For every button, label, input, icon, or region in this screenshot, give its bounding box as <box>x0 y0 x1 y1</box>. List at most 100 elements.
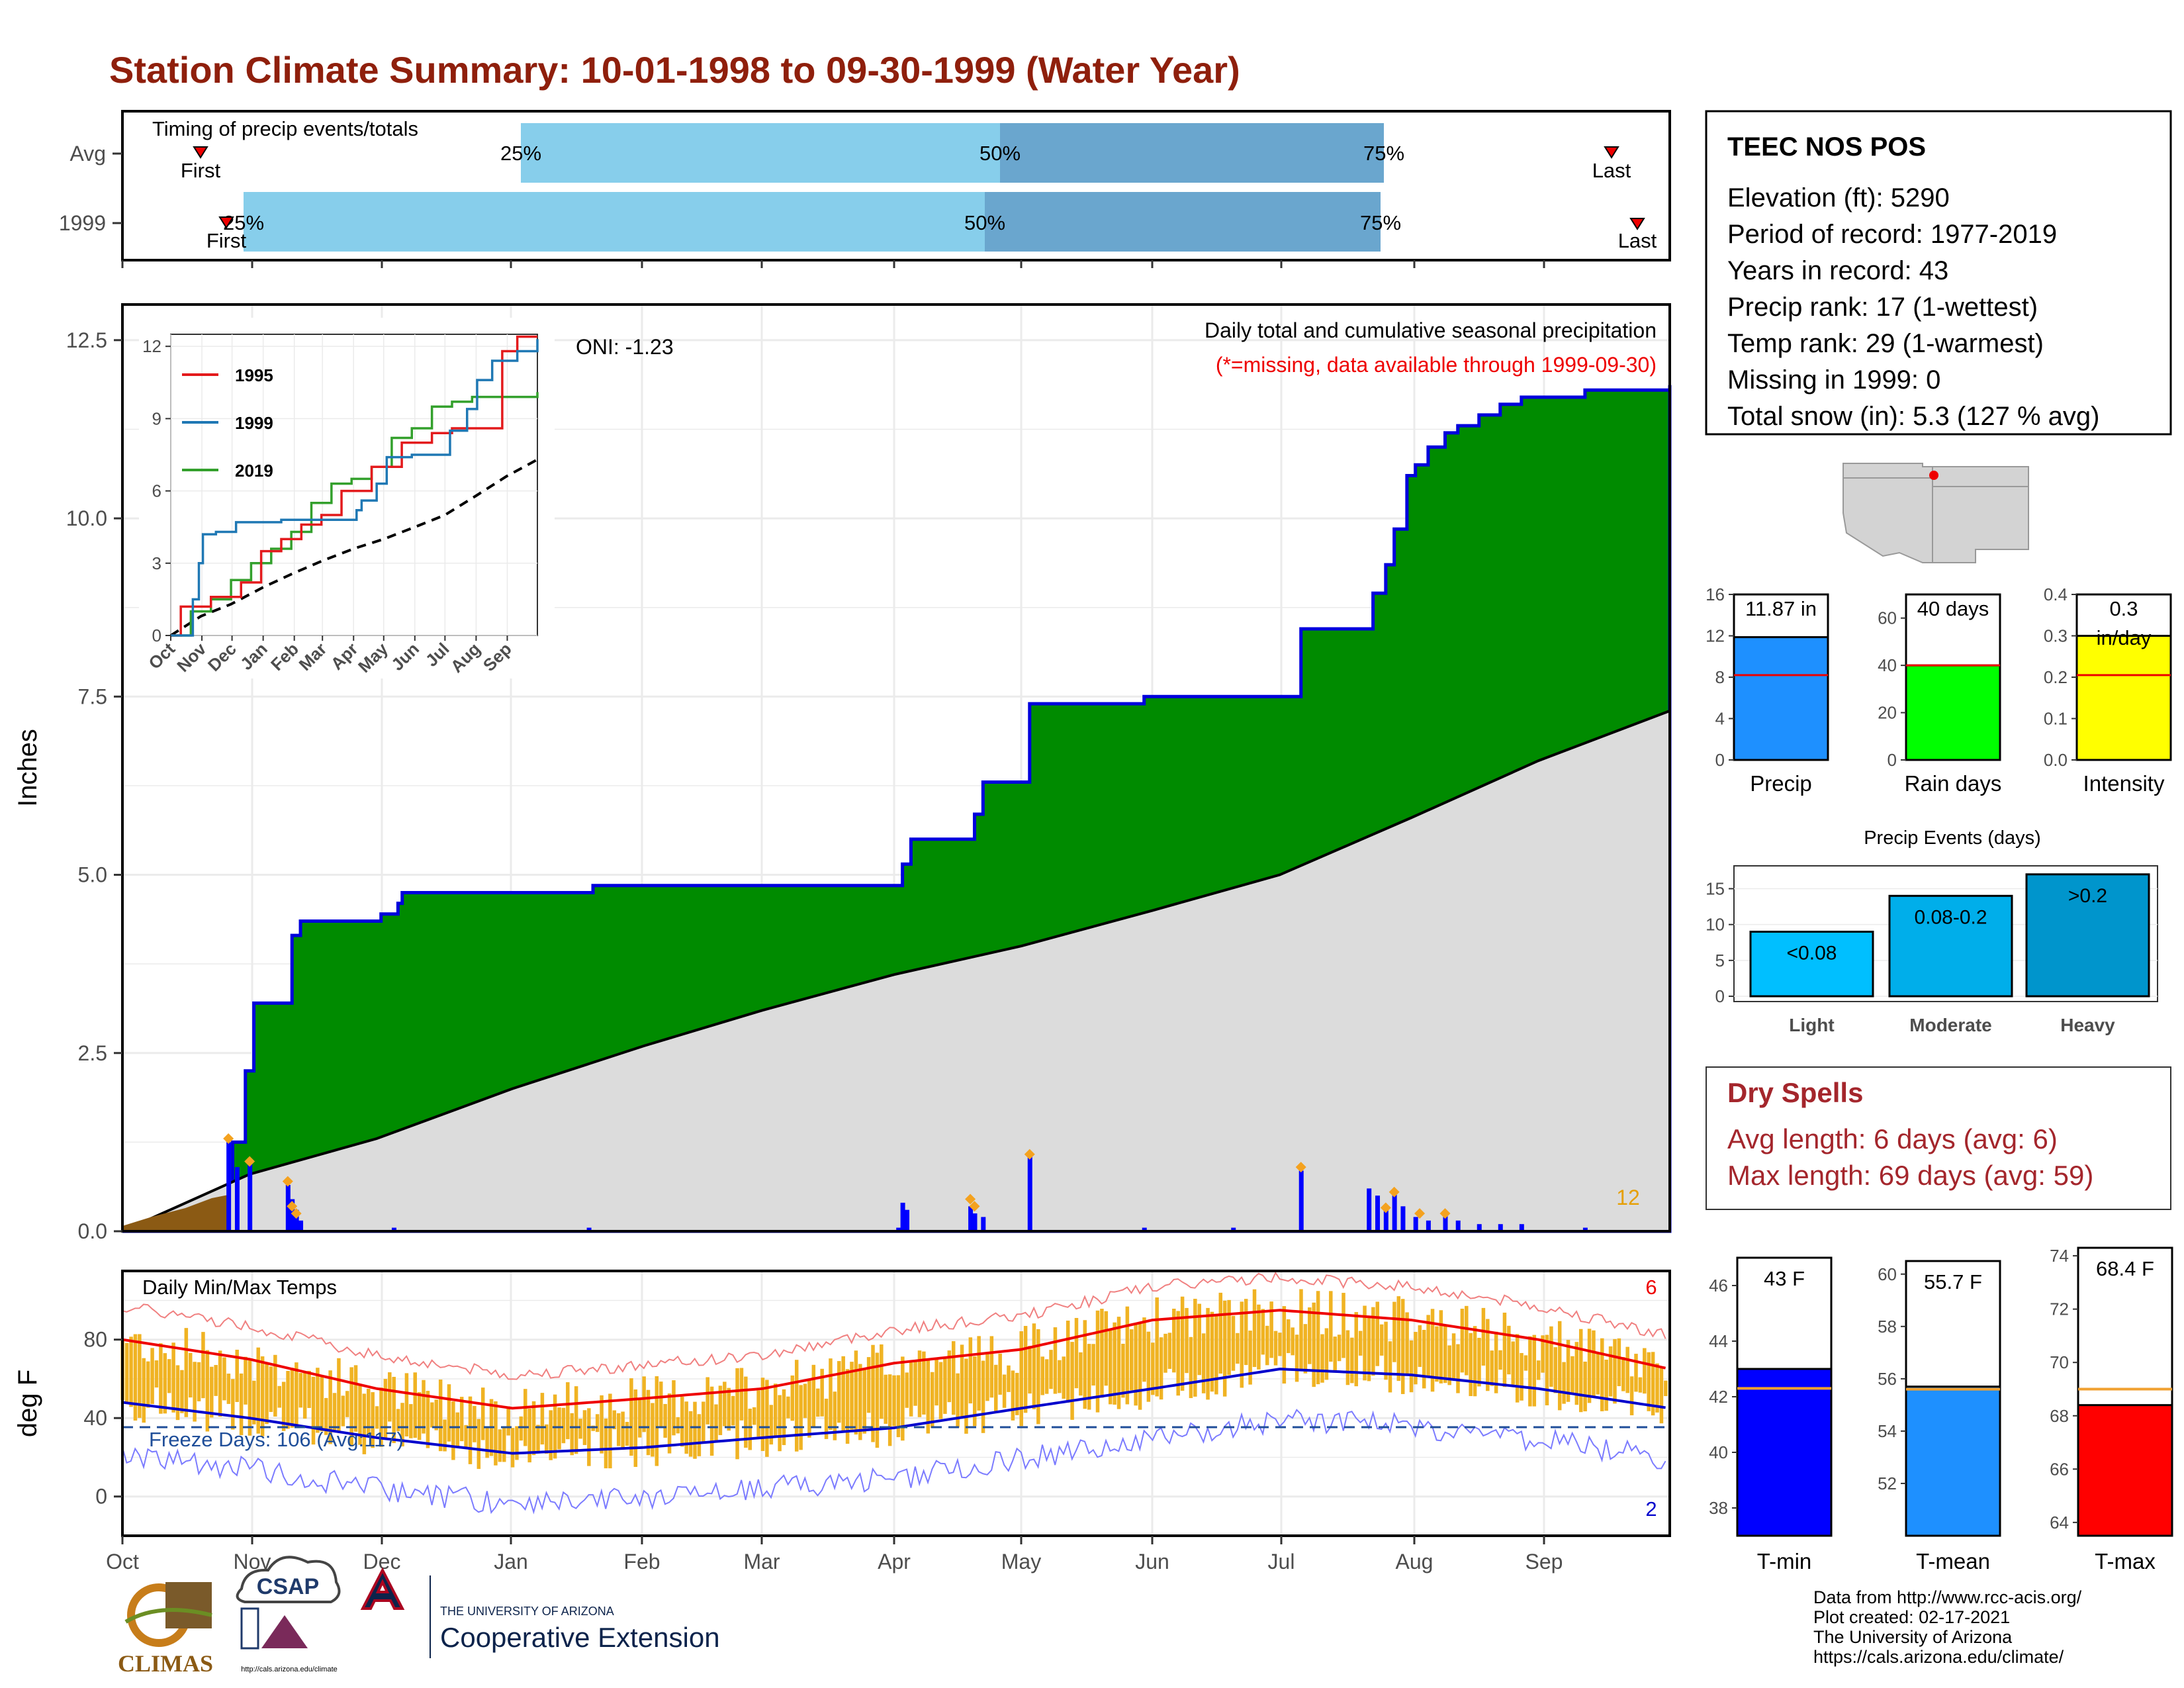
events-title: Precip Events (days) <box>1864 827 2041 849</box>
daily-temp-range-bar <box>455 1412 460 1446</box>
stat-bar-tick: 16 <box>1706 585 1725 604</box>
daily-temp-range-bar <box>1490 1350 1494 1386</box>
daily-temp-range-bar <box>175 1365 180 1421</box>
daily-temp-range-bar <box>1477 1337 1481 1387</box>
daily-temp-range-bar <box>1617 1338 1621 1387</box>
stat-bar-intensity: 0.0 0.1 0.2 0.3 0.4 0.3 in/day Intensity <box>2044 585 2172 796</box>
daily-temp-range-bar <box>854 1350 858 1435</box>
daily-temp-range-bar <box>1049 1350 1053 1389</box>
daily-temp-range-bar <box>1151 1342 1155 1395</box>
daily-temp-range-bar <box>1159 1337 1163 1400</box>
daily-temp-range-bar <box>1291 1327 1295 1356</box>
daily-temp-range-bar <box>1583 1361 1587 1412</box>
daily-temp-range-bar <box>807 1379 811 1438</box>
daily-temp-range-bar <box>1532 1335 1537 1407</box>
daily-temp-range-bar <box>1316 1291 1320 1385</box>
daily-temp-range-bar <box>1600 1338 1604 1411</box>
daily-precip-bar <box>1367 1188 1372 1231</box>
daily-precip-bar <box>1231 1227 1236 1231</box>
daily-precip-bar <box>290 1199 295 1231</box>
freeze-days-label: Freeze Days: 106 (Avg:117) <box>149 1428 404 1451</box>
daily-temp-range-bar <box>960 1344 964 1418</box>
temp-ytick: 80 <box>83 1328 107 1352</box>
daily-temp-range-bar <box>133 1334 138 1421</box>
footer-line-2: Plot created: 02-17-2021 <box>1813 1607 2010 1627</box>
daily-temp-range-bar <box>1079 1352 1083 1396</box>
daily-temp-range-bar <box>604 1418 608 1469</box>
temp-bar-value: 55.7 F <box>1924 1270 1982 1293</box>
month-label-apr: Apr <box>878 1550 911 1573</box>
daily-temp-range-bar <box>866 1357 871 1413</box>
daily-temp-range-bar <box>367 1388 371 1434</box>
temp-bar-tick: 40 <box>1709 1442 1728 1462</box>
avg-cumulative-precip-area <box>122 708 1671 1233</box>
daily-temp-range-bar <box>468 1396 473 1464</box>
daily-precip-bar <box>972 1213 978 1231</box>
daily-precip-bar <box>294 1209 299 1231</box>
last-year-marker <box>1629 218 1645 230</box>
daily-temp-range-bar <box>1608 1346 1613 1397</box>
daily-precip-bar <box>905 1209 910 1231</box>
first-avg-marker <box>193 146 208 159</box>
precip-events-chart: Precip Events (days) 0 5 10 15 <0.08 Light 0.0… <box>1706 827 2158 1035</box>
daily-temp-range-bar <box>477 1419 481 1470</box>
daily-temp-range-bar <box>1647 1352 1651 1411</box>
first-year-label: First <box>206 229 247 252</box>
footer-line-3: The University of Arizona <box>1813 1627 2013 1647</box>
temp-bar-tick: 70 <box>2050 1352 2069 1372</box>
daily-temp-range-bar <box>341 1395 345 1427</box>
daily-temp-range-bar <box>307 1370 311 1409</box>
daily-temp-range-bar <box>595 1414 600 1432</box>
daily-temp-range-bar <box>1236 1333 1240 1364</box>
stat-bar-value: 40 days <box>1917 597 1989 620</box>
daily-temp-range-bar <box>833 1391 837 1440</box>
daily-temp-range-bar <box>1282 1306 1287 1384</box>
daily-temp-range-bar <box>1409 1340 1414 1393</box>
daily-temp-range-bar <box>1193 1299 1197 1397</box>
daily-temp-range-bar <box>142 1358 146 1423</box>
snow-marker <box>223 1133 234 1144</box>
precip-ytick: 7.5 <box>78 684 107 708</box>
month-label-feb: Feb <box>623 1550 660 1573</box>
precip-count: 12 <box>1616 1186 1640 1209</box>
timing-avg-25-label: 25% <box>500 142 541 165</box>
daily-temp-range-bar <box>1176 1311 1180 1396</box>
daily-temp-range-bar <box>1498 1350 1502 1370</box>
daily-temp-range-bar <box>1116 1317 1121 1409</box>
daily-temp-range-bar <box>608 1393 612 1469</box>
daily-temp-range-bar <box>633 1389 638 1468</box>
temp-bar-tick: 56 <box>1878 1369 1897 1389</box>
daily-temp-range-bar <box>1180 1296 1185 1391</box>
month-label-oct: Oct <box>106 1550 139 1573</box>
daily-temp-range-bar <box>1007 1365 1011 1392</box>
daily-temp-range-bar <box>714 1404 718 1442</box>
daily-temp-range-bar <box>244 1356 248 1405</box>
daily-temp-range-bar <box>1142 1317 1146 1382</box>
daily-temp-range-bar <box>1002 1374 1007 1408</box>
daily-temp-range-bar <box>820 1368 824 1417</box>
precip-ytick: 10.0 <box>66 506 107 530</box>
daily-temp-range-bar <box>1414 1332 1418 1385</box>
daily-temp-range-bar <box>901 1356 905 1441</box>
daily-temp-range-bar <box>248 1359 252 1436</box>
daily-temp-range-bar <box>1104 1311 1109 1386</box>
daily-temp-range-bar <box>281 1382 286 1431</box>
daily-temp-range-bar <box>1515 1334 1520 1403</box>
daily-temp-range-bar <box>862 1369 866 1434</box>
temp-bar-tick: 74 <box>2050 1246 2069 1266</box>
daily-temp-range-bar <box>1308 1307 1312 1364</box>
daily-temp-range-bar <box>1134 1323 1138 1406</box>
daily-temp-range-bar <box>943 1358 947 1414</box>
daily-temp-range-bar <box>298 1373 303 1408</box>
stat-bar-label: Rain days <box>1905 771 2002 796</box>
daily-temp-range-bar <box>383 1379 388 1439</box>
month-label-may: May <box>1001 1550 1041 1573</box>
daily-temp-range-bar <box>1486 1319 1490 1391</box>
daily-temp-range-bar <box>1295 1335 1299 1382</box>
daily-temp-range-bar <box>1502 1312 1507 1387</box>
daily-temp-range-bar <box>815 1388 820 1417</box>
daily-temp-range-bar <box>845 1369 850 1444</box>
daily-temp-range-bar <box>1083 1320 1087 1409</box>
daily-temp-range-bar <box>1074 1317 1079 1389</box>
dry-spells-avg: Avg length: 6 days (avg: 6) <box>1727 1123 2058 1154</box>
